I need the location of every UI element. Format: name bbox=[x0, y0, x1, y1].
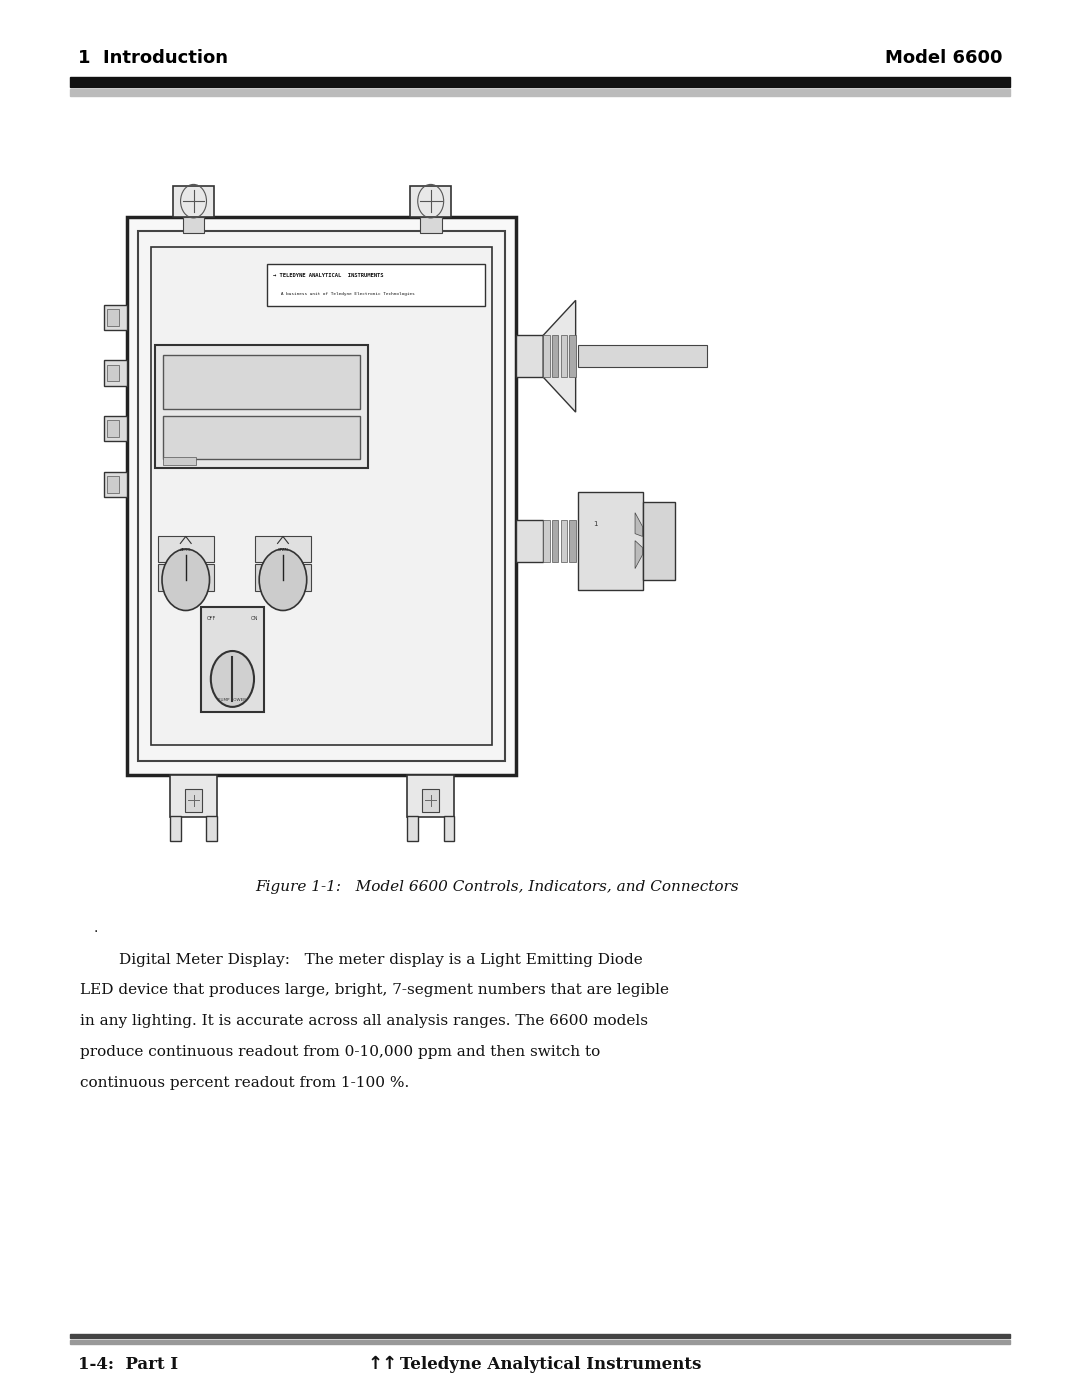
Bar bbox=[561, 335, 567, 377]
Text: produce continuous readout from 0-10,000 ppm and then switch to: produce continuous readout from 0-10,000… bbox=[80, 1045, 600, 1059]
Bar bbox=[268, 264, 485, 306]
Polygon shape bbox=[635, 513, 643, 536]
Bar bbox=[127, 217, 516, 775]
Bar bbox=[158, 564, 214, 591]
Bar bbox=[138, 231, 505, 761]
Text: SPAN: SPAN bbox=[278, 549, 288, 552]
Bar bbox=[70, 89, 1010, 96]
Bar bbox=[201, 608, 264, 712]
Bar bbox=[552, 335, 558, 377]
Bar bbox=[107, 309, 119, 326]
Polygon shape bbox=[543, 300, 576, 412]
Bar bbox=[569, 520, 576, 562]
Bar bbox=[104, 360, 127, 386]
Text: continuous percent readout from 1-100 %.: continuous percent readout from 1-100 %. bbox=[80, 1076, 409, 1090]
Bar bbox=[185, 789, 202, 812]
Bar bbox=[151, 247, 492, 745]
Bar bbox=[154, 345, 368, 468]
Text: Teledyne Analytical Instruments: Teledyne Analytical Instruments bbox=[400, 1356, 701, 1373]
Bar bbox=[516, 335, 543, 377]
Text: LED device that produces large, bright, 7-segment numbers that are legible: LED device that produces large, bright, … bbox=[80, 983, 669, 997]
Text: ↑↑: ↑↑ bbox=[367, 1355, 397, 1373]
Bar bbox=[173, 186, 214, 217]
Bar bbox=[407, 775, 455, 817]
Text: Digital Meter Display:   The meter display is a Light Emitting Diode: Digital Meter Display: The meter display… bbox=[80, 953, 643, 967]
Bar bbox=[70, 1334, 1010, 1338]
Circle shape bbox=[259, 549, 307, 610]
Bar bbox=[163, 416, 360, 460]
Bar bbox=[163, 355, 360, 409]
Bar bbox=[552, 520, 558, 562]
Text: A business unit of Teledyne Electronic Technologies: A business unit of Teledyne Electronic T… bbox=[273, 292, 415, 296]
Bar bbox=[543, 520, 550, 562]
Bar bbox=[170, 775, 217, 817]
Bar bbox=[107, 365, 119, 381]
Text: Figure 1-1:   Model 6600 Controls, Indicators, and Connectors: Figure 1-1: Model 6600 Controls, Indicat… bbox=[255, 880, 739, 894]
Bar bbox=[407, 816, 418, 841]
Text: .: . bbox=[94, 921, 98, 935]
Bar bbox=[410, 186, 451, 217]
Bar bbox=[255, 536, 311, 562]
Bar bbox=[183, 217, 204, 233]
Text: OFF: OFF bbox=[206, 616, 216, 620]
Text: 1-4:  Part I: 1-4: Part I bbox=[78, 1356, 178, 1373]
Bar bbox=[578, 492, 643, 590]
Bar bbox=[543, 335, 550, 377]
Bar bbox=[420, 217, 442, 233]
Text: in any lighting. It is accurate across all analysis ranges. The 6600 models: in any lighting. It is accurate across a… bbox=[80, 1014, 648, 1028]
Bar bbox=[643, 502, 675, 580]
Bar bbox=[422, 789, 440, 812]
Bar bbox=[444, 816, 455, 841]
Bar bbox=[206, 816, 217, 841]
Bar bbox=[104, 305, 127, 330]
Bar bbox=[104, 416, 127, 441]
Text: 1: 1 bbox=[593, 521, 597, 527]
Bar bbox=[158, 536, 214, 562]
Text: PUMP POWER: PUMP POWER bbox=[218, 698, 246, 703]
Circle shape bbox=[162, 549, 210, 610]
Bar bbox=[163, 457, 195, 465]
Bar bbox=[255, 564, 311, 591]
Text: ON: ON bbox=[251, 616, 258, 620]
Bar bbox=[70, 1340, 1010, 1344]
Bar bbox=[170, 816, 180, 841]
Text: ZERO: ZERO bbox=[180, 549, 191, 552]
Bar bbox=[578, 345, 707, 367]
Bar bbox=[569, 335, 576, 377]
Bar bbox=[107, 420, 119, 437]
Bar bbox=[107, 476, 119, 493]
Bar bbox=[561, 520, 567, 562]
Bar bbox=[104, 472, 127, 497]
Text: → TELEDYNE ANALYTICAL  INSTRUMENTS: → TELEDYNE ANALYTICAL INSTRUMENTS bbox=[273, 274, 383, 278]
Text: Model 6600: Model 6600 bbox=[885, 49, 1002, 67]
Polygon shape bbox=[635, 541, 643, 569]
Bar bbox=[70, 77, 1010, 87]
Circle shape bbox=[211, 651, 254, 707]
Text: 1  Introduction: 1 Introduction bbox=[78, 49, 228, 67]
Bar bbox=[516, 520, 543, 562]
